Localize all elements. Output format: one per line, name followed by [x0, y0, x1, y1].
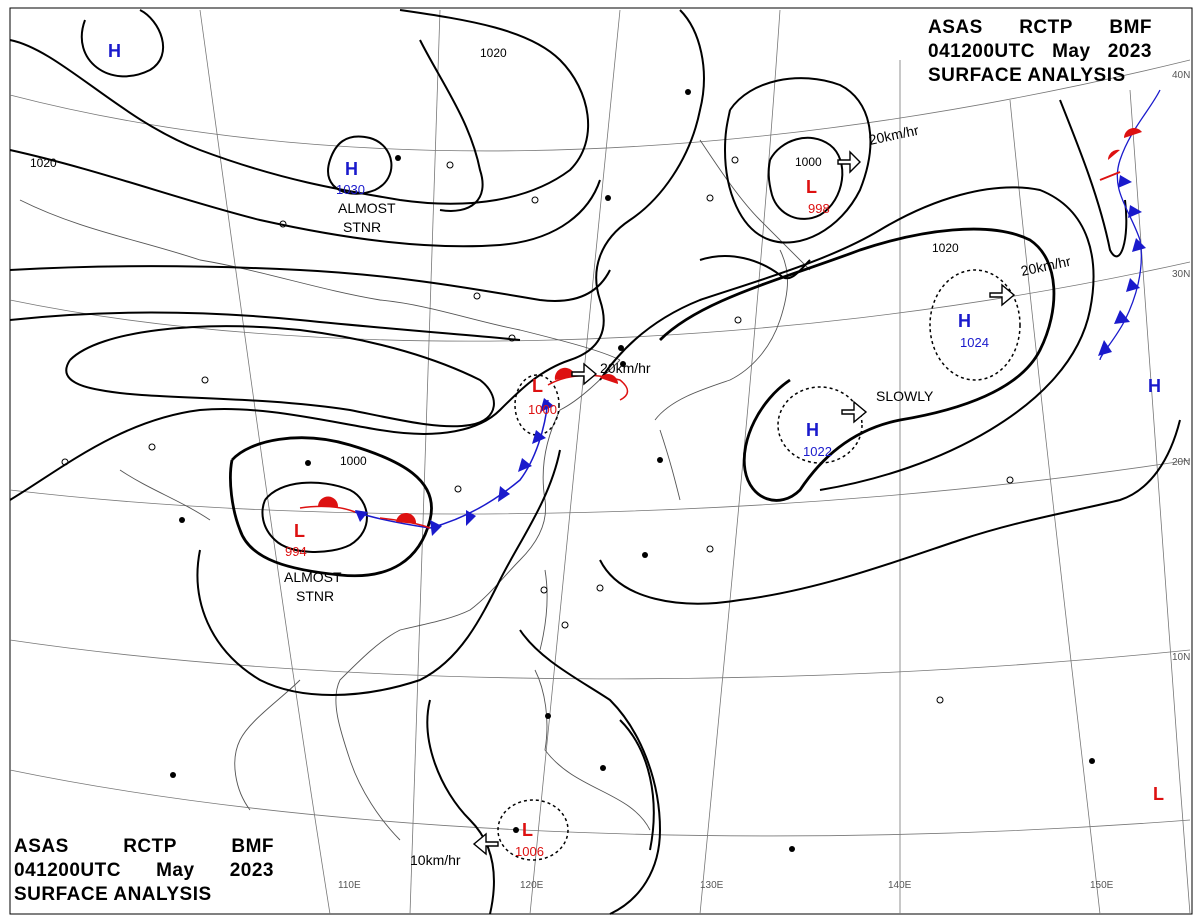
station-rings [61, 156, 1014, 704]
motion-speed: 20km/hr [867, 122, 920, 148]
map-border [9, 7, 1193, 915]
map-header-bottom-left: ASAS RCTP BMF 041200UTC May 2023 SURFACE… [14, 835, 274, 907]
longitude-label: 120E [520, 880, 544, 891]
latitude-lines [9, 59, 1191, 837]
longitude-label: 140E [888, 880, 912, 891]
high-center-value: 1022 [803, 444, 832, 459]
isobar-label: 1020 [30, 156, 57, 170]
front-pacific [1098, 89, 1161, 361]
arrow-icon [837, 150, 861, 174]
annotation-almost: ALMOST [338, 200, 396, 216]
motion-speed: 20km/hr [600, 360, 651, 376]
motion-speed-labels: 20km/hr 20km/hr 20km/hr 10km/hr [410, 122, 1072, 868]
low-center-letter: L [522, 820, 533, 840]
arrow-icon [841, 400, 868, 424]
low-center-letter: L [806, 177, 817, 197]
header-title: SURFACE ANALYSIS [14, 884, 212, 905]
isobar-label: 1020 [480, 46, 507, 60]
cold-front-south [354, 398, 554, 536]
latitude-label: 30N [1172, 269, 1190, 280]
header-datetime: 041200UTC [14, 860, 121, 881]
arrow-icon [472, 832, 499, 856]
high-center-value: 1024 [960, 335, 989, 350]
header-station: RCTP [1019, 17, 1073, 38]
header-datetime: 041200UTC [928, 41, 1035, 62]
annotation-stnr: STNR [296, 588, 334, 604]
longitude-label: 150E [1090, 880, 1114, 891]
high-center-letter: H [345, 159, 358, 179]
header-month: May [1052, 41, 1091, 62]
map-header-top-right: ASAS RCTP BMF 041200UTC May 2023 SURFACE… [928, 16, 1152, 88]
high-center-letter: H [806, 420, 819, 440]
latitude-label: 40N [1172, 70, 1190, 81]
longitude-label: 110E [338, 880, 361, 891]
isobars [9, 9, 1181, 915]
low-center-value: 994 [285, 544, 307, 559]
header-year: 2023 [229, 860, 274, 881]
header-code: BMF [231, 836, 274, 857]
warm-front-south [299, 496, 431, 529]
motion-speed: 20km/hr [1019, 253, 1072, 279]
header-agency: ASAS [928, 17, 983, 38]
header-station: RCTP [123, 836, 177, 857]
header-agency: ASAS [14, 836, 69, 857]
header-month: May [156, 860, 195, 881]
dashed-centers [497, 269, 1021, 861]
low-center-value: 998 [808, 201, 830, 216]
header-title: SURFACE ANALYSIS [928, 65, 1126, 86]
isobar-label: 1020 [932, 241, 959, 255]
annotation-slowly: SLOWLY [876, 388, 934, 404]
graticule-labels: 40N 30N 20N 10N 110E 120E 130E 140E 150E [338, 70, 1190, 891]
low-center-value: 1000 [528, 402, 557, 417]
low-center-letter: L [294, 521, 305, 541]
isobar-label: 1000 [340, 454, 367, 468]
station-markers [170, 89, 1095, 852]
low-center-value: 1006 [515, 844, 544, 859]
arrow-icon [571, 362, 598, 386]
warm-front-taiwan-strait [547, 367, 629, 401]
arrow-icon [989, 283, 1016, 307]
isobar-label-group: 1020 1020 1000 1000 1020 [30, 46, 959, 468]
low-center-letter: L [532, 376, 543, 396]
annotation-stnr: STNR [343, 219, 381, 235]
high-center-letter: H [958, 311, 971, 331]
latitude-label: 10N [1172, 652, 1190, 663]
annotation-almost: ALMOST [284, 569, 342, 585]
annotations: ALMOST STNR ALMOST STNR SLOWLY [284, 200, 934, 604]
header-year: 2023 [1107, 41, 1152, 62]
latitude-label: 20N [1172, 457, 1190, 468]
motion-speed: 10km/hr [410, 852, 461, 868]
header-code: BMF [1109, 17, 1152, 38]
high-center-value: 1030 [336, 182, 365, 197]
high-center-letter: H [1148, 376, 1161, 396]
coastlines [19, 139, 811, 841]
low-center-letter: L [1153, 784, 1164, 804]
motion-arrows [472, 150, 1016, 856]
longitude-label: 130E [700, 880, 724, 891]
isobar-label: 1000 [795, 155, 822, 169]
pressure-centers: H H 1030 L 998 H 1024 H 1022 L 1000 L 99… [108, 41, 1164, 859]
high-center-letter: H [108, 41, 121, 61]
